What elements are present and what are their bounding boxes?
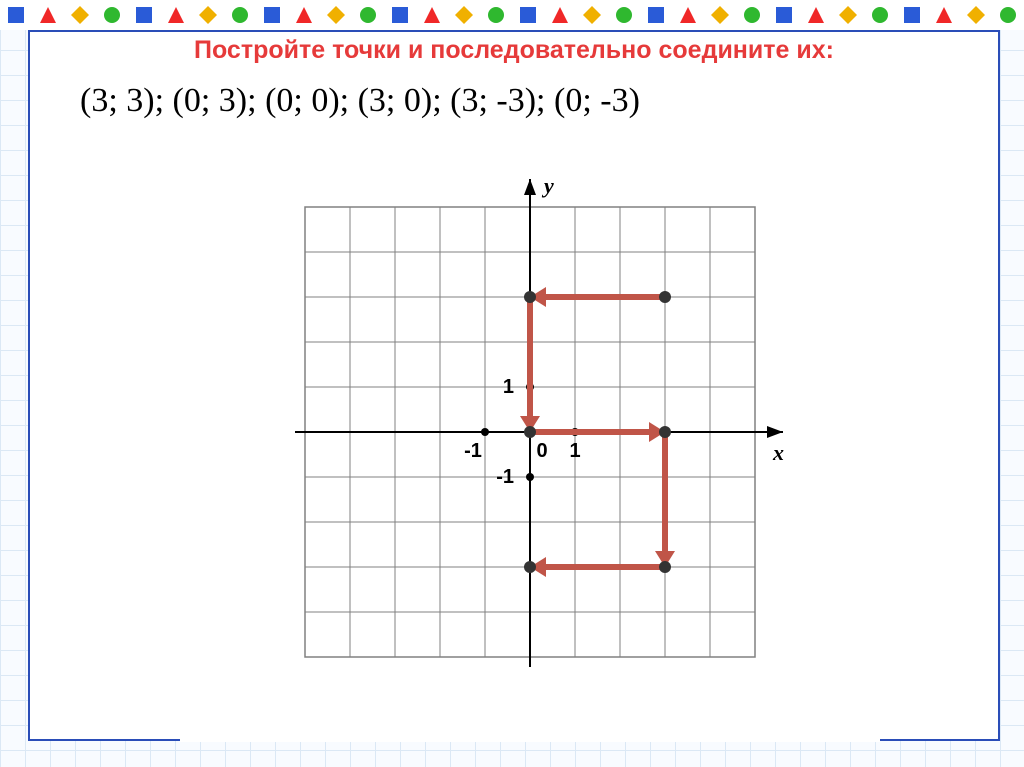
svg-text:-1: -1 xyxy=(464,440,482,462)
svg-text:0: 0 xyxy=(536,440,547,462)
coordinates-list: (3; 3); (0; 3); (0; 0); (3; 0); (3; -3);… xyxy=(80,82,978,120)
svg-text:1: 1 xyxy=(569,440,580,462)
slide-frame: Постройте точки и последовательно соедин… xyxy=(28,30,1000,741)
coordinate-chart: xy-1011-1 xyxy=(180,142,880,742)
svg-text:-1: -1 xyxy=(496,466,514,488)
page-title: Постройте точки и последовательно соедин… xyxy=(34,36,994,65)
decorative-shapes-top xyxy=(0,4,1024,26)
svg-text:x: x xyxy=(772,440,784,465)
svg-text:1: 1 xyxy=(503,376,514,398)
